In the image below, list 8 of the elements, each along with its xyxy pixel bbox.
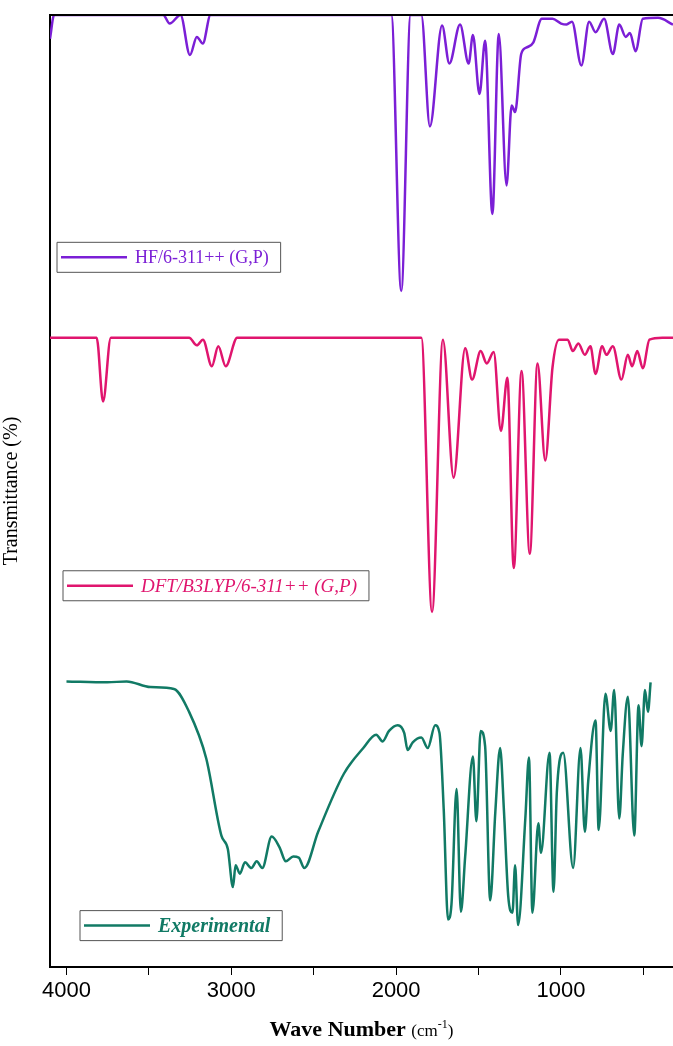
x-tick-label: 4000 <box>42 977 91 1003</box>
legend-label: Experimental <box>157 913 271 937</box>
x-tick-label: 2000 <box>371 977 421 1003</box>
y-axis-title: Transmittance (%) <box>0 416 23 566</box>
legend-label: HF/6-311++ (G,P) <box>135 247 269 269</box>
legend-label: DFT/B3LYP/6-311++ (G,P) <box>140 574 357 597</box>
x-tick-label: 1000 <box>536 977 586 1003</box>
x-tick-label: 3000 <box>206 977 256 1003</box>
